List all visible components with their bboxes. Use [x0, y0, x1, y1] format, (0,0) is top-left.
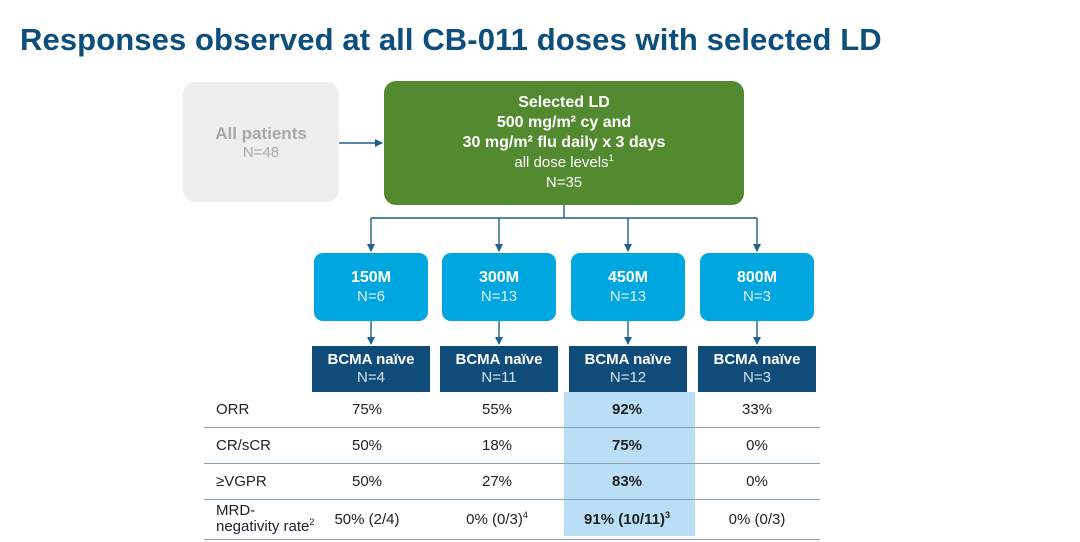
table-cell: 75% [351, 401, 383, 418]
page-title: Responses observed at all CB-011 doses w… [20, 22, 882, 57]
table-cell: 33% [741, 401, 773, 418]
dose-box-450m: 450M N=13 [571, 253, 685, 321]
table-row-orr: ORR 75% 55% 92% 33% [204, 392, 820, 428]
bcma-naive-box-450m: BCMA naïve N=12 [569, 346, 687, 392]
bcma-label: BCMA naïve [713, 351, 801, 368]
table-cell-highlight: 91% (10/11)3 [584, 510, 670, 529]
row-label: ≥VGPR [216, 473, 267, 490]
table-cell: 50% (2/4) [334, 511, 400, 528]
selected-ld-box: Selected LD 500 mg/m² cy and 30 mg/m² fl… [384, 81, 744, 205]
selected-ld-levels: all dose levels1 [514, 153, 614, 172]
footnote-2: 2 [309, 517, 315, 527]
all-patients-label: All patients [215, 123, 307, 143]
dose-box-800m: 800M N=3 [700, 253, 814, 321]
table-cell: 0% (0/3)4 [466, 510, 528, 529]
footnote-1: 1 [608, 153, 614, 163]
table-cell: 50% [351, 473, 383, 490]
dose-label: 300M [478, 269, 520, 286]
highlight-column-450m [564, 392, 695, 536]
row-label: ORR [216, 401, 250, 418]
dose-box-150m: 150M N=6 [314, 253, 428, 321]
table-cell: 0% (0/3) [728, 511, 786, 528]
row-label: CR/sCR [216, 437, 271, 454]
footnote-3: 3 [664, 510, 670, 520]
selected-ld-title: Selected LD [518, 94, 610, 111]
footnote-4: 4 [522, 510, 528, 520]
bcma-n: N=4 [357, 369, 385, 386]
selected-ld-cy-dose: 500 mg/m² cy and [496, 114, 632, 131]
table-cell: 0% [746, 473, 768, 490]
table-row-cr-scr: CR/sCR 50% 18% 75% 0% [204, 428, 820, 464]
dose-label: 800M [736, 269, 778, 286]
dose-n: N=6 [357, 288, 385, 305]
bcma-label: BCMA naïve [455, 351, 543, 368]
selected-ld-n: N=35 [545, 174, 583, 191]
dose-label: 150M [350, 269, 392, 286]
table-cell-highlight: 75% [611, 437, 643, 454]
bcma-n: N=11 [481, 369, 517, 386]
dose-n: N=3 [743, 288, 771, 305]
bcma-label: BCMA naïve [584, 351, 672, 368]
all-patients-n: N=48 [242, 143, 280, 161]
bcma-label: BCMA naïve [327, 351, 415, 368]
table-cell-highlight: 92% [611, 401, 643, 418]
bcma-naive-box-300m: BCMA naïve N=11 [440, 346, 558, 392]
table-cell: 0% [746, 437, 768, 454]
table-row-mrd: MRD-negativity rate2 50% (2/4) 0% (0/3)4… [204, 500, 820, 540]
row-label: MRD-negativity rate2 [216, 502, 315, 535]
table-cell: 18% [481, 437, 513, 454]
bcma-naive-box-800m: BCMA naïve N=3 [698, 346, 816, 392]
bcma-naive-box-150m: BCMA naïve N=4 [312, 346, 430, 392]
dose-n: N=13 [609, 288, 647, 305]
table-cell: 27% [481, 473, 513, 490]
all-patients-box: All patients N=48 [183, 82, 339, 202]
response-table: ORR 75% 55% 92% 33% CR/sCR 50% 18% 75% 0… [204, 392, 820, 540]
table-cell: 50% [351, 437, 383, 454]
table-row-vgpr: ≥VGPR 50% 27% 83% 0% [204, 464, 820, 500]
dose-label: 450M [607, 269, 649, 286]
selected-ld-flu-dose: 30 mg/m² flu daily x 3 days [462, 134, 666, 151]
dose-box-300m: 300M N=13 [442, 253, 556, 321]
dose-n: N=13 [480, 288, 518, 305]
bcma-n: N=3 [743, 369, 771, 386]
table-cell: 55% [481, 401, 513, 418]
bcma-n: N=12 [609, 369, 647, 386]
table-cell-highlight: 83% [611, 473, 643, 490]
